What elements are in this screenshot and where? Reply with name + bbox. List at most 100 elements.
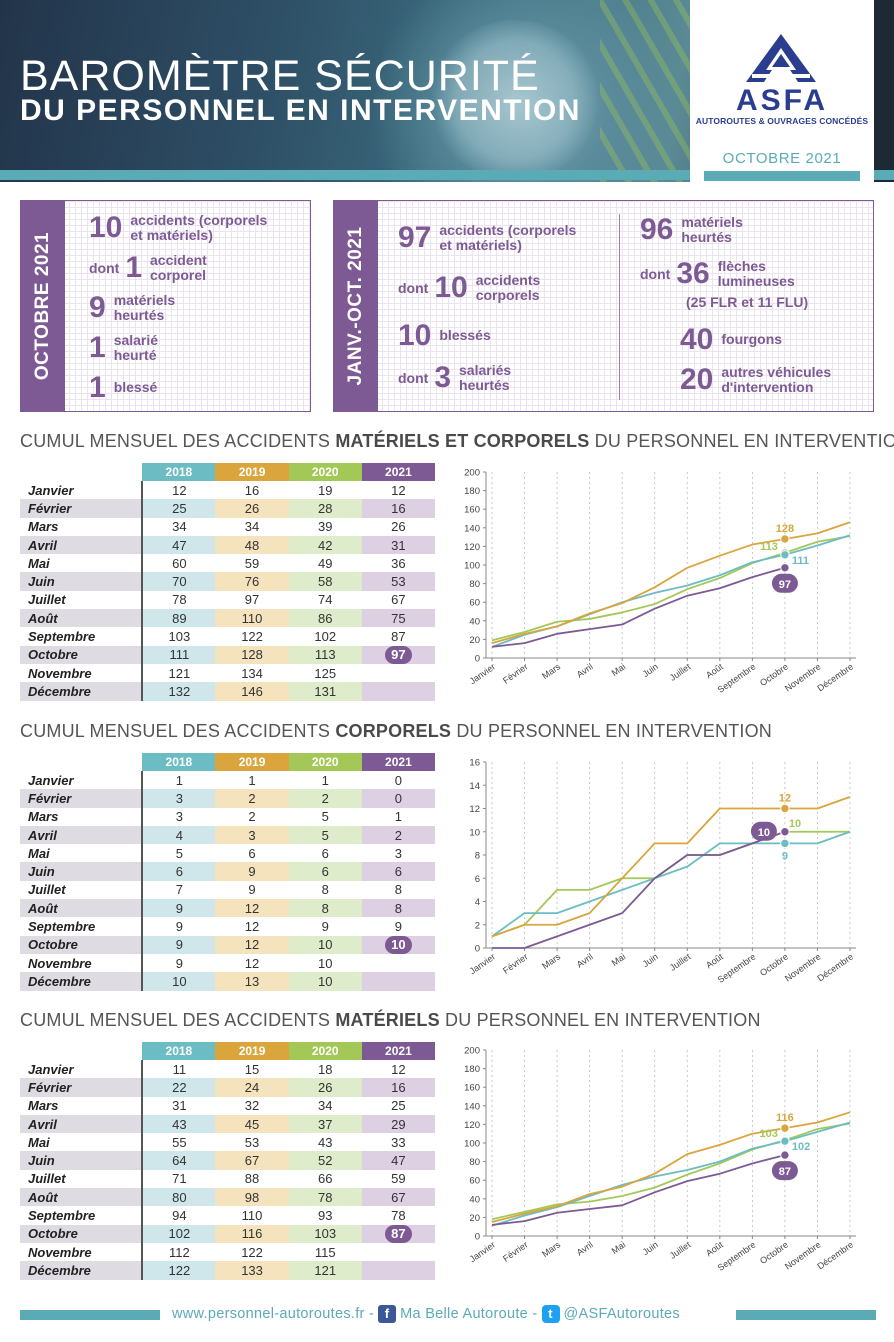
cell-2018: 94 bbox=[172, 1208, 187, 1224]
cell-2018: 9 bbox=[142, 899, 216, 918]
stat-ytd-right-0: 96 matériels heurtés bbox=[640, 214, 743, 246]
x-tick-label: Août bbox=[704, 951, 725, 970]
cell-2019: 116 bbox=[215, 1224, 289, 1243]
cell-2019: 16 bbox=[244, 482, 260, 498]
cell-2021 bbox=[361, 682, 435, 701]
x-tick-label: Mai bbox=[610, 1239, 628, 1256]
cell-2018: 22 bbox=[142, 1078, 216, 1097]
cell-2019: 133 bbox=[215, 1261, 289, 1280]
table-row: Décembre 132 146 131 bbox=[20, 682, 435, 701]
cell-2020: 115 bbox=[314, 1244, 336, 1260]
month-label: Novembre bbox=[20, 953, 144, 973]
cell-2019: 67 bbox=[215, 1151, 289, 1170]
table-row: Mars 3 2 5 1 bbox=[20, 807, 435, 826]
month-label: Mai bbox=[20, 1133, 144, 1152]
y-tick-label: 200 bbox=[464, 1046, 480, 1057]
cell-2020: 2 bbox=[288, 789, 362, 808]
table-row: Juin 70 76 58 53 bbox=[20, 572, 435, 591]
cell-2019: 48 bbox=[215, 535, 289, 555]
stat-oct-2: 9 matériels heurtés bbox=[89, 292, 175, 324]
month-label: Février bbox=[20, 789, 144, 808]
stat-ytd-left-0-number: 97 bbox=[398, 221, 432, 255]
table-row: Novembre 112 122 115 bbox=[20, 1242, 435, 1262]
cell-2019: 88 bbox=[244, 1171, 260, 1187]
october-marker-2018 bbox=[780, 838, 790, 849]
table-row: Avril 47 48 42 31 bbox=[20, 535, 435, 555]
cell-2020: 131 bbox=[288, 682, 362, 701]
cell-2020: 5 bbox=[288, 825, 362, 845]
annotation-2021-badge bbox=[771, 1161, 798, 1181]
stat-ytd-left-2-label: blessés bbox=[439, 327, 491, 344]
annotation-2021-badge bbox=[771, 573, 798, 593]
stat-ytd-left-1-prefix: dont bbox=[398, 280, 429, 297]
x-tick-label: Février bbox=[501, 661, 530, 685]
stat-ytd-right-3-label: fourgons bbox=[721, 331, 783, 348]
page-subtitle: DU PERSONNEL EN INTERVENTION bbox=[20, 94, 581, 127]
cell-2019: 76 bbox=[215, 572, 289, 591]
month-label: Juin bbox=[20, 862, 144, 881]
table-row: Juillet 78 97 74 67 bbox=[20, 590, 435, 610]
y-tick-label: 140 bbox=[464, 523, 480, 534]
column-header-2020: 2020 bbox=[288, 753, 362, 771]
cell-2018: 25 bbox=[142, 499, 216, 518]
month-label: Octobre bbox=[20, 645, 144, 664]
cell-2018: 11 bbox=[172, 1061, 187, 1077]
x-tick-label: Mars bbox=[540, 951, 563, 971]
cell-2021: 75 bbox=[361, 609, 435, 628]
cell-2021: 33 bbox=[391, 1134, 406, 1150]
cell-2020: 26 bbox=[288, 1078, 362, 1097]
cell-2020: 6 bbox=[288, 862, 362, 881]
month-label: Février bbox=[20, 499, 144, 518]
y-tick-label: 12 bbox=[469, 804, 480, 815]
cell-2018: 111 bbox=[142, 645, 216, 664]
twitter-link[interactable]: @ASFAutoroutes bbox=[563, 1306, 680, 1322]
cell-2021: 29 bbox=[361, 1114, 435, 1134]
summary-ytd-label: JANV.-OCT. 2021 bbox=[345, 226, 366, 386]
table-corner bbox=[20, 1042, 142, 1060]
facebook-link[interactable]: Ma Belle Autoroute - bbox=[400, 1306, 538, 1322]
cell-2021: 97 bbox=[361, 645, 435, 664]
cell-2018: 4 bbox=[142, 825, 216, 845]
y-tick-label: 120 bbox=[464, 1120, 480, 1131]
summary-ytd-box: JANV.-OCT. 2021 97 accidents (corporels e… bbox=[333, 200, 874, 412]
x-tick-label: Décembre bbox=[815, 661, 855, 693]
stat-oct-4: 1 blessé bbox=[89, 373, 157, 403]
cell-2019: 146 bbox=[215, 682, 289, 701]
month-label: Février bbox=[20, 1078, 144, 1097]
footer-links: www.personnel-autoroutes.fr - f Ma Belle… bbox=[172, 1305, 680, 1323]
cell-2019: 110 bbox=[215, 609, 289, 628]
section-title-materiels: CUMUL MENSUEL DES ACCIDENTS MATÉRIELS DU… bbox=[20, 1010, 761, 1030]
y-tick-label: 2 bbox=[475, 920, 480, 931]
series-line-2021 bbox=[492, 830, 786, 949]
logo-text: ASFA bbox=[735, 84, 828, 117]
cell-2020: 1 bbox=[321, 772, 329, 788]
cell-2021: 59 bbox=[391, 1171, 406, 1187]
series-line-2019 bbox=[491, 796, 851, 938]
cell-2021: 78 bbox=[391, 1208, 406, 1224]
y-tick-label: 60 bbox=[469, 1176, 480, 1187]
month-label: Mars bbox=[20, 1096, 144, 1115]
table-total: 2018 2019 2020 2021 Janvier 12 16 19 12 Février 25… bbox=[20, 463, 436, 701]
october-marker-2018 bbox=[780, 550, 790, 560]
section-title-corporels: CUMUL MENSUEL DES ACCIDENTS CORPORELS DU… bbox=[20, 721, 772, 741]
x-tick-label: Février bbox=[501, 1239, 530, 1263]
cell-2018: 3 bbox=[142, 789, 216, 808]
cell-2020: 43 bbox=[317, 1134, 333, 1150]
cell-2018: 34 bbox=[172, 519, 187, 535]
month-label: Décembre bbox=[20, 972, 144, 991]
cell-2018: 80 bbox=[142, 1188, 216, 1207]
table-row: Février 25 26 28 16 bbox=[20, 499, 435, 518]
column-header-2021: 2021 bbox=[361, 753, 435, 771]
x-tick-label: Décembre bbox=[815, 951, 855, 983]
cell-2019: 13 bbox=[215, 972, 289, 991]
cell-2019: 15 bbox=[244, 1061, 260, 1077]
website-link[interactable]: www.personnel-autoroutes.fr - bbox=[172, 1306, 375, 1322]
cell-2019: 34 bbox=[244, 519, 260, 535]
stat-ytd-left-3-label: salariés heurtés bbox=[459, 362, 512, 394]
cell-2021 bbox=[361, 972, 435, 991]
cell-2018: 64 bbox=[142, 1151, 216, 1170]
cell-2021: 25 bbox=[391, 1098, 406, 1114]
cell-2018: 9 bbox=[175, 955, 183, 971]
stat-ytd-left-0: 97 accidents (corporels et matériels) bbox=[398, 221, 576, 255]
cell-2019: 26 bbox=[215, 499, 289, 518]
